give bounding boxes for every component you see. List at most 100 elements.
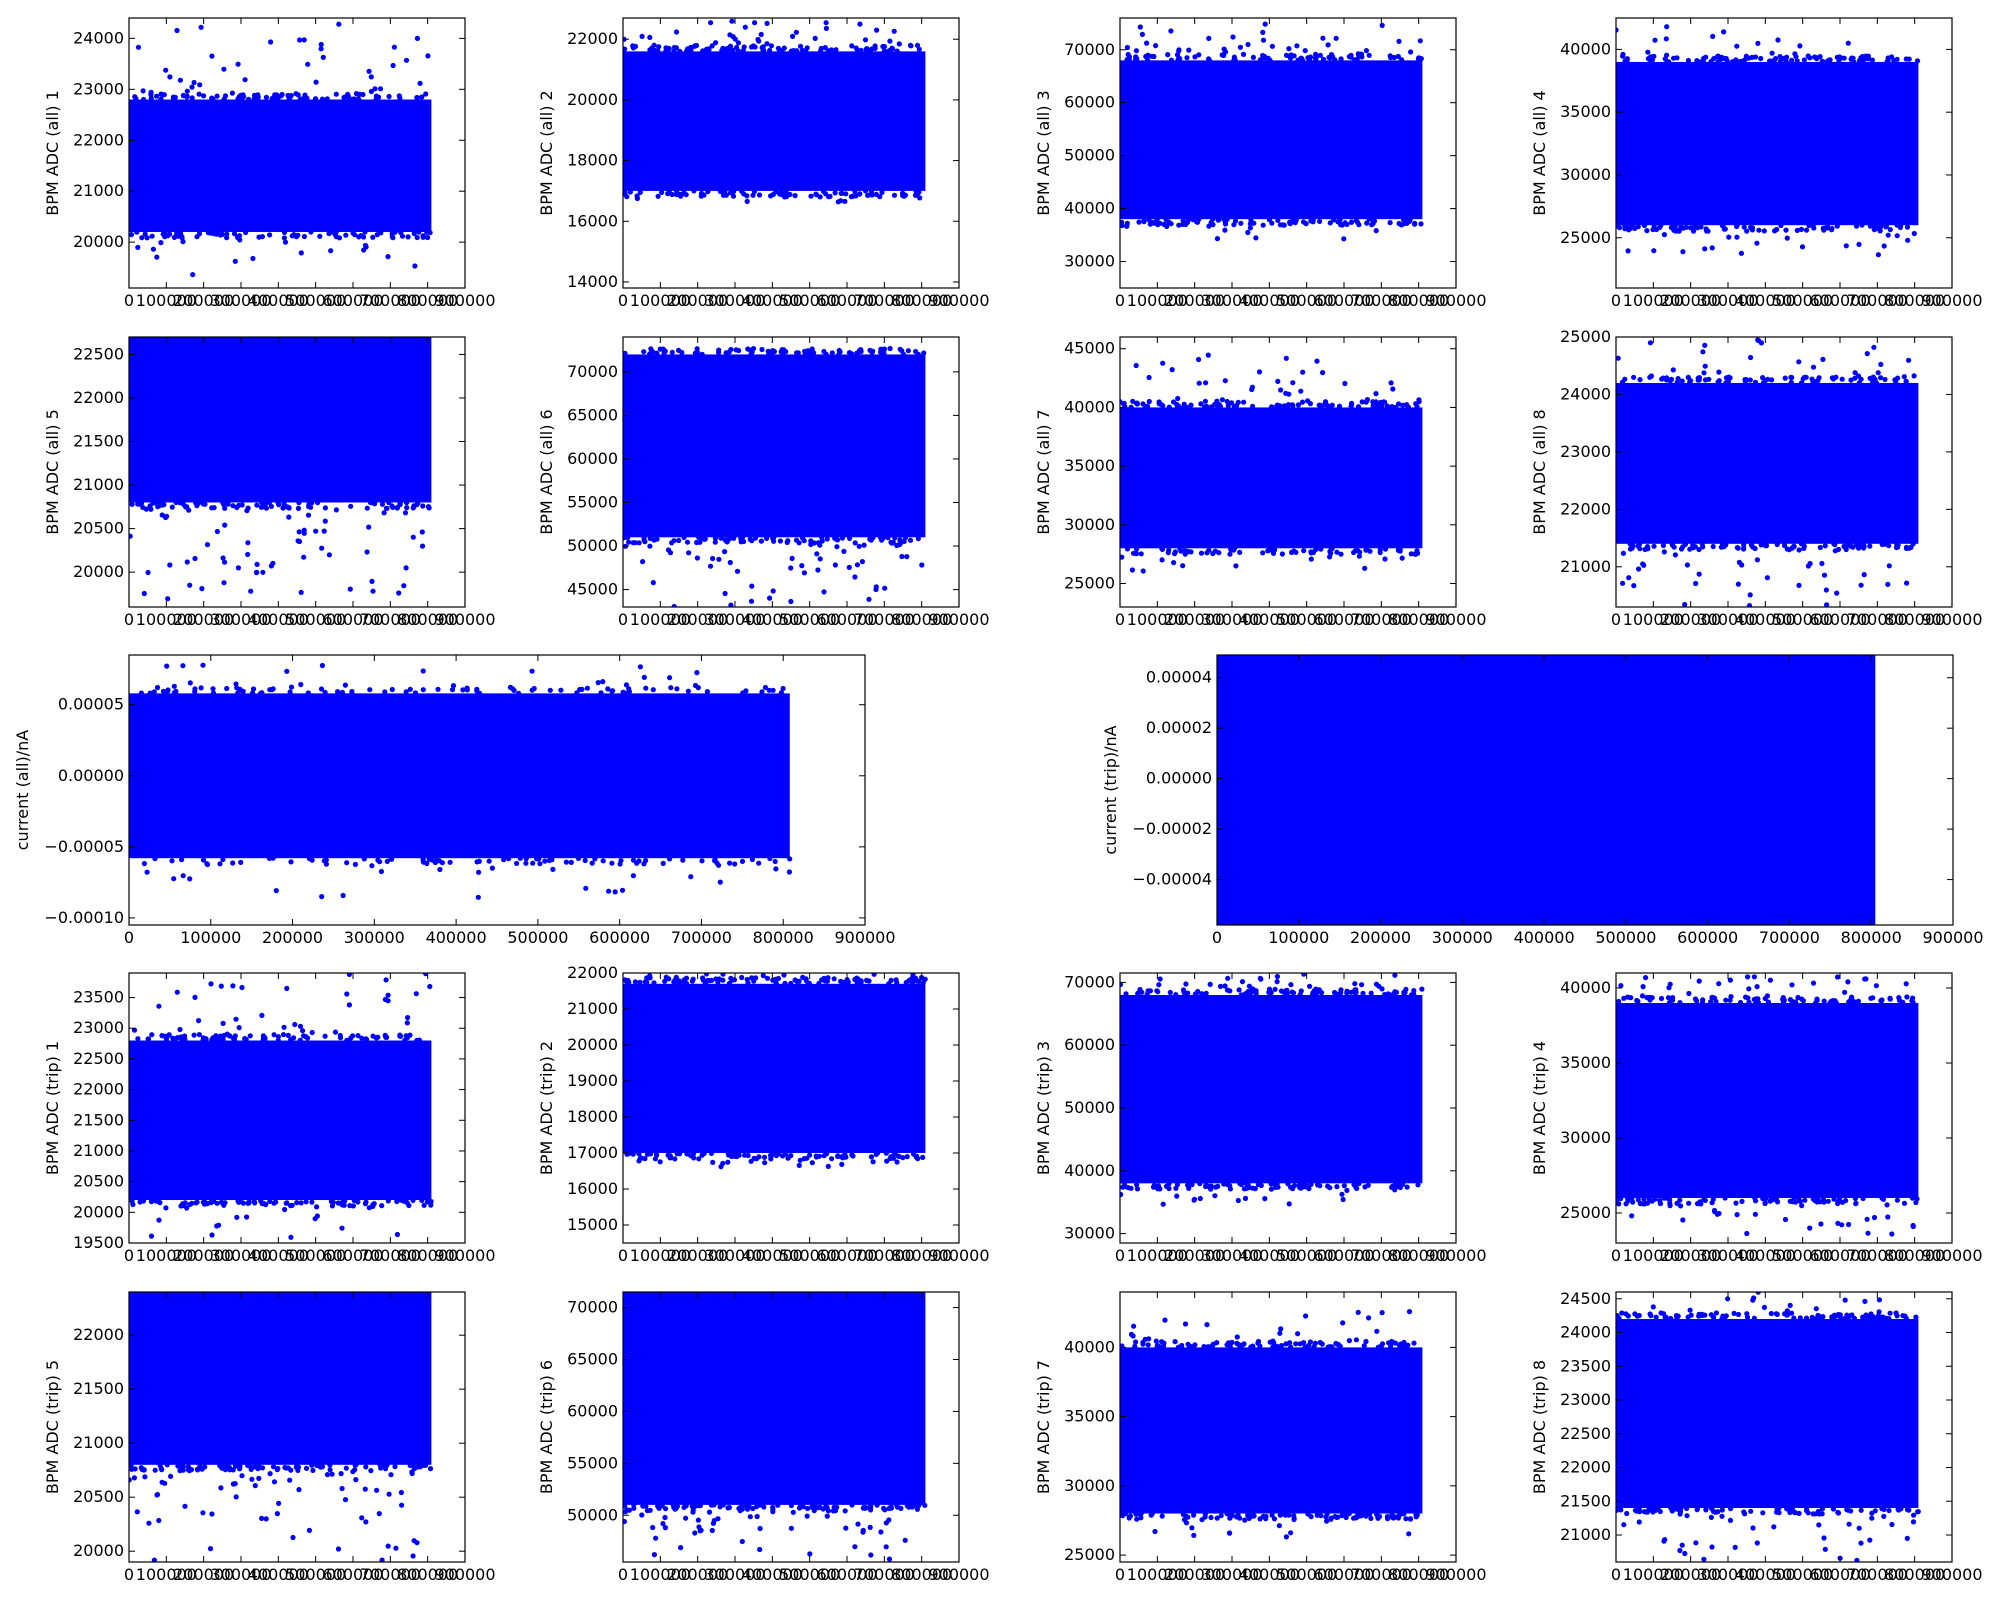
- outlier-point: [218, 983, 224, 989]
- data-point: [1807, 55, 1813, 61]
- data-point: [881, 44, 888, 50]
- outlier-point: [1137, 24, 1143, 30]
- data-point: [379, 501, 386, 507]
- outlier-point: [1641, 922, 1647, 925]
- data-point: [384, 1034, 390, 1040]
- x-tick-label: 400000: [1735, 610, 1796, 629]
- outlier-point: [1727, 1517, 1734, 1523]
- outlier-point: [263, 1516, 269, 1522]
- data-point: [1887, 1310, 1893, 1316]
- outlier-point: [214, 1223, 220, 1229]
- outlier-point: [768, 43, 775, 49]
- data-point: [1396, 1512, 1403, 1518]
- y-tick-label: 30000: [1560, 165, 1611, 184]
- outlier-point: [1343, 1511, 1349, 1517]
- data-point: [1301, 548, 1307, 554]
- data-point: [1665, 1195, 1671, 1201]
- outlier-point: [402, 1037, 408, 1043]
- outlier-point: [143, 506, 149, 512]
- outlier-point: [783, 1151, 789, 1157]
- data-point: [626, 539, 632, 545]
- outlier-point: [676, 979, 682, 986]
- data-point: [1293, 648, 1298, 653]
- outlier-point: [385, 992, 391, 998]
- outlier-point: [1904, 1535, 1910, 1541]
- outlier-point: [1181, 404, 1187, 410]
- data-point: [1412, 220, 1418, 226]
- data-point: [632, 979, 639, 985]
- x-tick-label: 100000: [630, 1565, 691, 1584]
- outlier-point: [141, 590, 147, 597]
- data-point: [1313, 51, 1319, 58]
- y-tick-label: 16000: [567, 1179, 618, 1198]
- subplot-2: 0 100000200000300000400000500000600000700…: [537, 17, 990, 310]
- y-tick-label: 55000: [567, 1453, 618, 1472]
- outlier-point: [1171, 560, 1177, 566]
- outlier-point: [225, 499, 231, 506]
- data-point: [784, 539, 790, 546]
- data-point: [227, 1287, 232, 1292]
- data-point: [1815, 1508, 1821, 1514]
- outlier-point: [1680, 544, 1686, 550]
- x-tick-label: 0: [1115, 1246, 1125, 1265]
- data-point: [403, 689, 409, 695]
- y-tick-label: 22000: [567, 29, 618, 48]
- data-point: [913, 348, 919, 355]
- outlier-point: [1133, 362, 1139, 369]
- data-point: [768, 193, 774, 199]
- outlier-point: [1881, 1513, 1887, 1519]
- dense-point-cloud: [1120, 407, 1423, 549]
- y-tick-label: 40000: [1560, 978, 1611, 997]
- outlier-point: [1876, 1309, 1882, 1315]
- data-point: [1741, 224, 1747, 230]
- data-point: [1402, 989, 1408, 996]
- data-point: [141, 1467, 147, 1473]
- outlier-point: [318, 46, 324, 52]
- x-tick-label: 700000: [360, 1565, 421, 1584]
- data-point: [1796, 1510, 1802, 1516]
- dense-point-cloud: [129, 693, 790, 859]
- data-point: [1747, 377, 1753, 383]
- data-point: [394, 504, 401, 510]
- outlier-point: [606, 888, 612, 894]
- data-point: [1456, 655, 1462, 657]
- data-point: [1636, 1312, 1642, 1319]
- data-point: [744, 1285, 749, 1290]
- outlier-point: [156, 1003, 162, 1009]
- data-point: [1236, 987, 1242, 993]
- outlier-point: [747, 1514, 753, 1520]
- data-point: [322, 1033, 328, 1039]
- data-point: [855, 1287, 860, 1292]
- outlier-point: [163, 1205, 169, 1211]
- outlier-point: [861, 542, 867, 548]
- data-point: [1670, 995, 1676, 1001]
- outlier-point: [1894, 222, 1900, 228]
- outlier-point: [1804, 922, 1810, 925]
- outlier-point: [1618, 983, 1624, 989]
- data-point: [922, 1502, 928, 1508]
- data-point: [668, 685, 674, 691]
- outlier-point: [129, 1477, 132, 1483]
- outlier-point: [1120, 554, 1125, 560]
- outlier-point: [892, 535, 898, 541]
- outlier-point: [655, 193, 661, 199]
- data-point: [1334, 549, 1340, 555]
- data-point: [1835, 1509, 1841, 1515]
- outlier-point: [1677, 1547, 1683, 1554]
- outlier-point: [245, 540, 251, 546]
- outlier-point: [906, 1504, 912, 1510]
- data-point: [1407, 1516, 1413, 1522]
- x-tick-label: 500000: [1772, 610, 1833, 629]
- data-point: [1893, 544, 1900, 551]
- data-point: [357, 91, 363, 97]
- data-point: [365, 1284, 370, 1289]
- data-point: [1275, 217, 1281, 223]
- data-point: [1344, 925, 1349, 930]
- outlier-point: [1820, 356, 1826, 362]
- data-point: [1241, 1341, 1247, 1347]
- outlier-point: [1816, 1313, 1822, 1319]
- data-point: [1776, 1510, 1782, 1516]
- data-point: [325, 330, 330, 335]
- data-point: [1418, 221, 1424, 227]
- data-point: [732, 861, 738, 867]
